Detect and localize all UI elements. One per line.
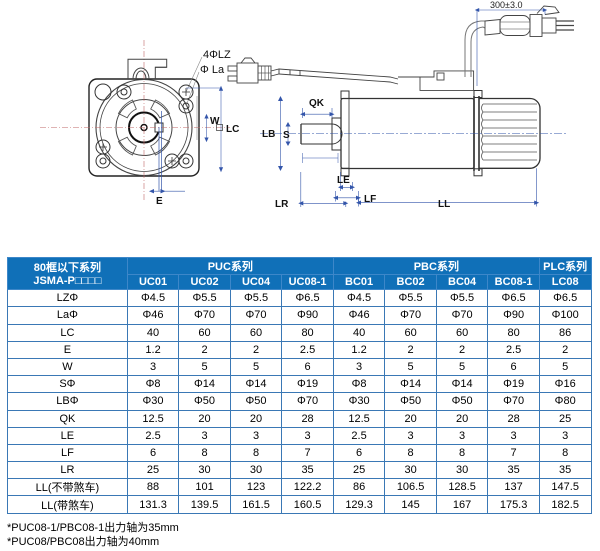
svg-text:S: S (283, 130, 290, 141)
svg-text:4ΦLZ: 4ΦLZ (203, 49, 231, 61)
svg-text:LF: LF (364, 194, 376, 205)
svg-text:LL: LL (438, 199, 450, 210)
svg-text:E: E (156, 196, 163, 207)
svg-text:LC: LC (226, 124, 239, 135)
svg-text:Φ La: Φ La (200, 64, 225, 76)
svg-text:300±3.0: 300±3.0 (490, 0, 522, 10)
svg-text:W: W (210, 116, 220, 127)
svg-text:LB: LB (262, 129, 275, 140)
svg-text:LE: LE (337, 175, 350, 186)
svg-text:QK: QK (309, 98, 325, 109)
svg-text:LR: LR (275, 199, 289, 210)
